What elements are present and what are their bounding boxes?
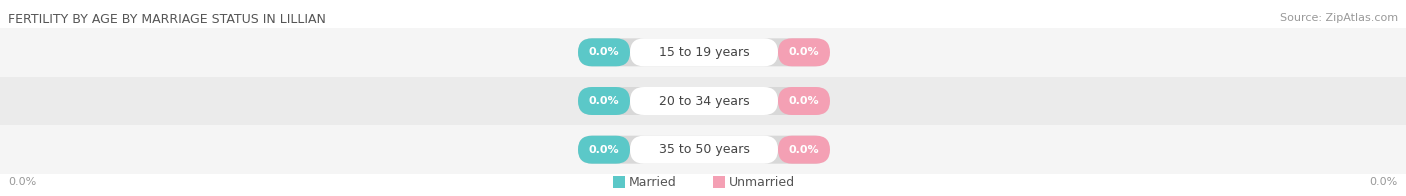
- FancyBboxPatch shape: [630, 87, 778, 115]
- Bar: [0, 125, 1406, 174]
- FancyBboxPatch shape: [578, 87, 828, 115]
- FancyBboxPatch shape: [778, 38, 830, 66]
- Text: 0.0%: 0.0%: [789, 145, 820, 155]
- Text: 0.0%: 0.0%: [589, 145, 619, 155]
- FancyBboxPatch shape: [578, 87, 630, 115]
- Text: FERTILITY BY AGE BY MARRIAGE STATUS IN LILLIAN: FERTILITY BY AGE BY MARRIAGE STATUS IN L…: [8, 13, 326, 26]
- Text: 0.0%: 0.0%: [589, 96, 619, 106]
- FancyBboxPatch shape: [630, 38, 778, 66]
- Bar: [713, 176, 725, 188]
- Text: Unmarried: Unmarried: [728, 175, 796, 189]
- FancyBboxPatch shape: [578, 38, 630, 66]
- Text: 0.0%: 0.0%: [1369, 177, 1398, 187]
- Bar: [613, 176, 626, 188]
- Text: Source: ZipAtlas.com: Source: ZipAtlas.com: [1279, 13, 1398, 23]
- FancyBboxPatch shape: [578, 38, 828, 66]
- Text: Married: Married: [628, 175, 676, 189]
- Text: 0.0%: 0.0%: [789, 96, 820, 106]
- FancyBboxPatch shape: [778, 87, 830, 115]
- FancyBboxPatch shape: [778, 136, 830, 164]
- Text: 20 to 34 years: 20 to 34 years: [658, 94, 749, 107]
- Bar: [0, 28, 1406, 77]
- Text: 35 to 50 years: 35 to 50 years: [658, 143, 749, 156]
- Text: 0.0%: 0.0%: [589, 47, 619, 57]
- Text: 0.0%: 0.0%: [789, 47, 820, 57]
- Bar: [0, 77, 1406, 125]
- FancyBboxPatch shape: [630, 136, 778, 164]
- FancyBboxPatch shape: [578, 136, 630, 164]
- Text: 0.0%: 0.0%: [8, 177, 37, 187]
- FancyBboxPatch shape: [578, 136, 828, 164]
- Text: 15 to 19 years: 15 to 19 years: [658, 46, 749, 59]
